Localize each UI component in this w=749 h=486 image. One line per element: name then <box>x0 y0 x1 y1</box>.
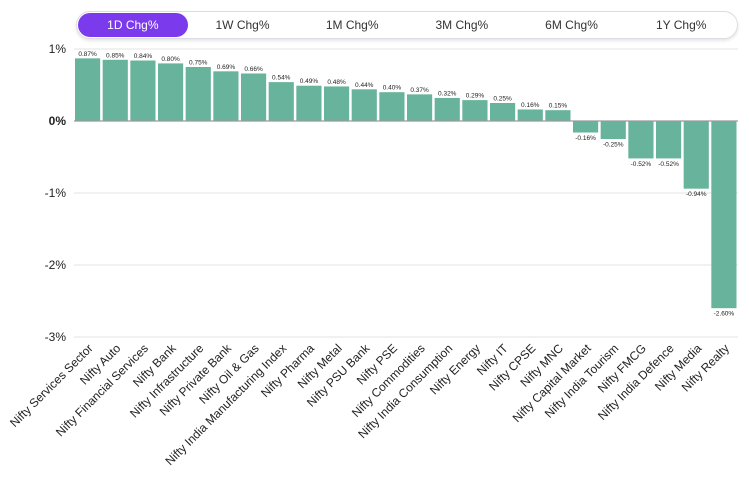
bar[interactable] <box>407 94 433 121</box>
data-label: 0.85% <box>106 52 125 59</box>
data-label: -2.60% <box>714 311 735 318</box>
tab-1d-chg[interactable]: 1D Chg% <box>78 13 188 37</box>
data-label: 0.40% <box>383 85 402 92</box>
bar[interactable] <box>656 121 682 159</box>
bar[interactable] <box>130 60 156 121</box>
bars <box>75 58 737 309</box>
bar[interactable] <box>351 89 377 121</box>
bar[interactable] <box>711 121 737 309</box>
data-label: 0.80% <box>161 56 180 63</box>
tab-3m-chg[interactable]: 3M Chg% <box>435 18 489 32</box>
bar[interactable] <box>628 121 654 159</box>
data-label: 0.87% <box>78 51 97 58</box>
bar[interactable] <box>102 59 128 121</box>
gridlines <box>74 48 738 338</box>
data-label: 0.69% <box>217 64 236 71</box>
data-label: 0.54% <box>272 75 291 82</box>
tab-1w-chg[interactable]: 1W Chg% <box>215 18 270 32</box>
bar[interactable] <box>573 121 599 133</box>
tab-1m-chg[interactable]: 1M Chg% <box>325 18 379 32</box>
data-label: -0.16% <box>575 135 596 142</box>
bar[interactable] <box>158 63 184 121</box>
data-label: 0.16% <box>521 102 540 109</box>
bar[interactable] <box>241 73 267 121</box>
data-label: 0.84% <box>134 53 153 60</box>
y-tick-label: 0% <box>49 114 67 128</box>
data-label: 0.25% <box>493 96 512 103</box>
data-label: 0.29% <box>466 93 485 100</box>
bar[interactable] <box>324 86 350 121</box>
data-label: -0.94% <box>686 191 707 198</box>
tab-1y-chg[interactable]: 1Y Chg% <box>655 18 707 32</box>
data-labels: 0.87% 0.85% 0.84% 0.80% 0.75% 0.69% 0.66% 0.54%… <box>78 51 734 318</box>
tab-6m-chg[interactable]: 6M Chg% <box>545 18 598 32</box>
data-label: 0.37% <box>410 87 429 94</box>
data-label: -0.52% <box>658 161 679 168</box>
data-label: 0.48% <box>327 79 346 86</box>
data-label: 0.32% <box>438 90 457 97</box>
bar[interactable] <box>296 85 322 121</box>
bar[interactable] <box>517 109 543 121</box>
period-tab-bar: 1D Chg% 1W Chg% 1M Chg% 3M Chg% 6M Chg% … <box>76 11 738 39</box>
data-label: 0.66% <box>244 66 263 73</box>
bar[interactable] <box>490 103 516 121</box>
bar[interactable] <box>600 121 626 139</box>
data-label: -0.52% <box>631 161 652 168</box>
bar[interactable] <box>185 67 211 121</box>
bar[interactable] <box>213 71 239 121</box>
y-tick-label: -1% <box>45 186 67 200</box>
y-tick-label: -2% <box>45 258 67 272</box>
y-axis-ticks: 1% 0% -1% -2% -3% <box>45 42 67 344</box>
bar[interactable] <box>75 58 101 121</box>
data-label: 0.49% <box>300 78 319 85</box>
y-tick-label: 1% <box>49 42 67 56</box>
y-tick-label: -3% <box>45 330 67 344</box>
bar[interactable] <box>545 110 571 121</box>
bar[interactable] <box>268 82 294 121</box>
bar[interactable] <box>434 97 460 121</box>
data-label: 0.44% <box>355 82 374 89</box>
data-label: 0.75% <box>189 60 208 67</box>
bar[interactable] <box>683 121 709 189</box>
data-label: -0.25% <box>603 142 624 149</box>
bar[interactable] <box>462 100 488 121</box>
bar[interactable] <box>379 92 405 121</box>
data-label: 0.15% <box>549 103 568 110</box>
